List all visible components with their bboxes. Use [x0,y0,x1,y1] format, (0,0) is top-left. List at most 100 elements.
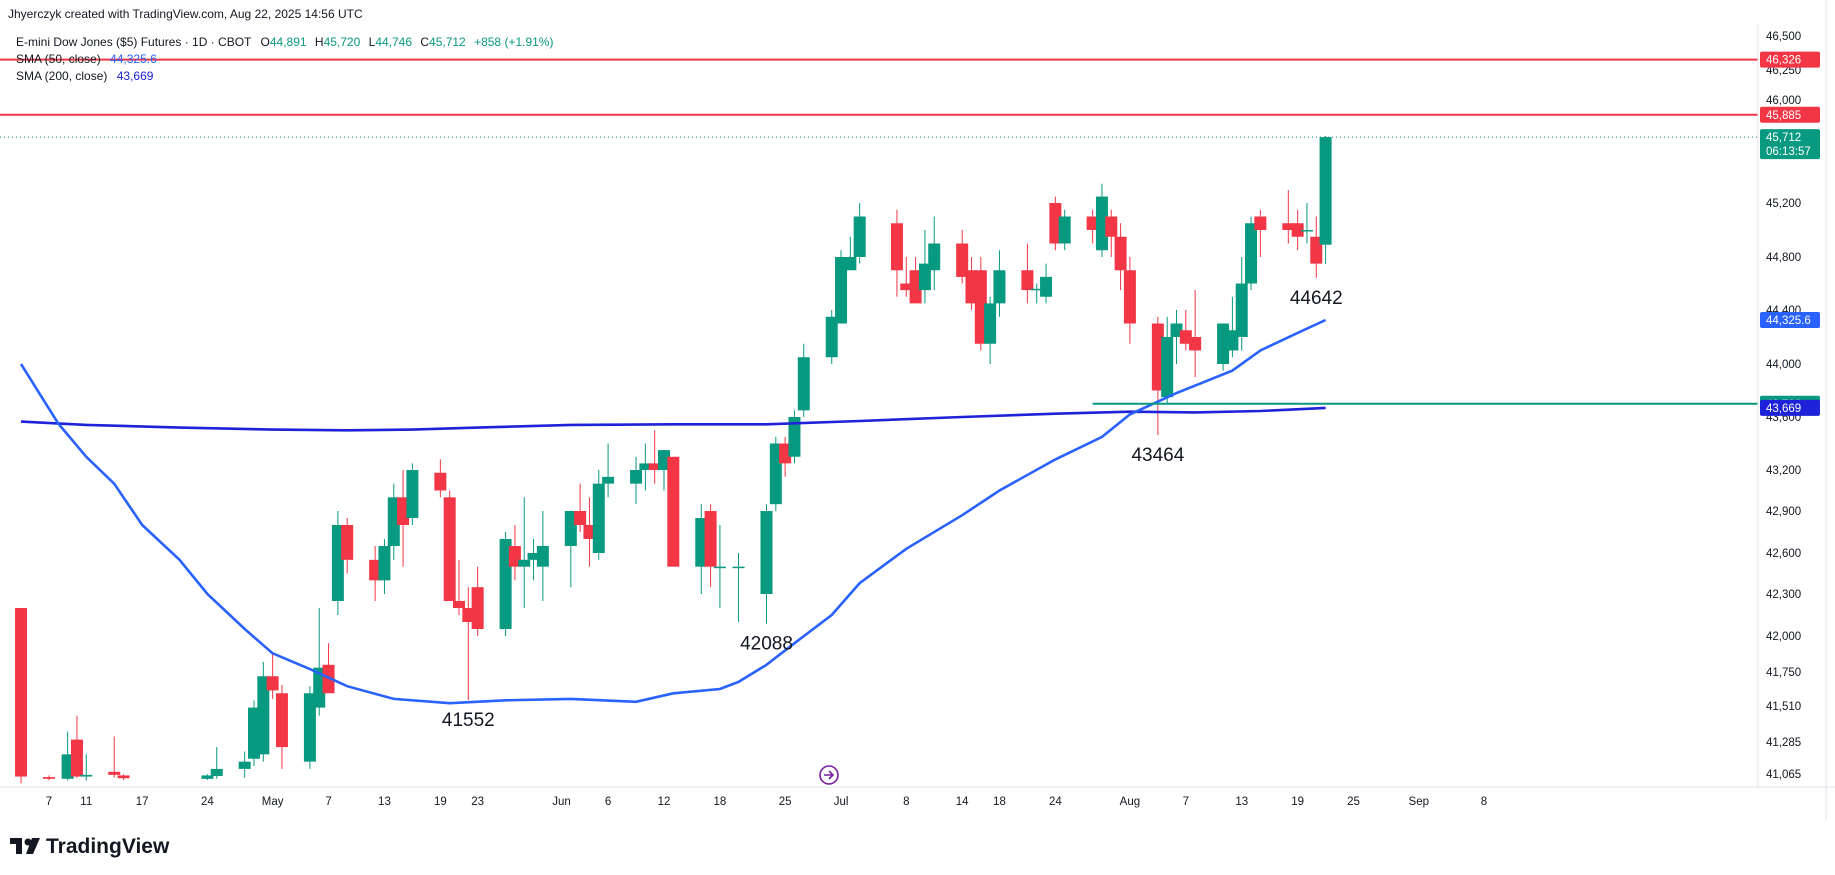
horizontal-levels [0,58,1758,405]
candle-body [266,676,279,691]
candle-body [602,476,615,484]
low-annotation: 43464 [1131,445,1184,466]
candle-body [592,483,605,553]
legend-sma50-value: 44,325.6 [110,52,157,66]
candle-body [1151,323,1164,391]
candle-body [788,417,801,457]
candle-body [443,497,456,601]
legend-sma200-value: 43,669 [117,69,154,83]
candle-body [574,511,587,525]
y-tick-label: 41,510 [1766,701,1801,713]
candlestick-series [15,136,1332,784]
tradingview-logo-icon [10,838,40,854]
candle-body [508,546,521,567]
sma50-line [19,318,1327,705]
x-tick-label: 8 [1481,796,1487,808]
legend-open-label: O [261,35,270,49]
sma200-tag-label: 43,669 [1766,403,1801,415]
candle-body [928,243,941,271]
candle-body [1030,288,1043,291]
candle-body [583,525,596,539]
x-tick-label: 18 [714,796,727,808]
replay-icon[interactable] [819,765,839,785]
x-tick-label: 19 [434,796,447,808]
y-tick-label: 41,750 [1766,667,1801,679]
candle-body [1189,337,1202,351]
x-tick-label: Jul [834,796,849,808]
x-tick-label: 14 [956,796,969,808]
plot-area[interactable]: 41552 42088 43464 44642 [0,58,1758,784]
candle-body [331,525,344,601]
candle-body [108,771,121,775]
candle-body [1105,216,1118,237]
last-price-tag-countdown: 06:13:57 [1766,146,1811,158]
candle-body [648,463,661,470]
candle-body [453,601,465,608]
candle-body [630,470,643,484]
candle-body [1217,323,1230,364]
candle-body [1021,270,1034,291]
candle-body [1058,216,1071,244]
x-tick-label: 13 [378,796,391,808]
candle-body [658,450,670,470]
price-annotations: 41552 42088 43464 44642 [442,288,1343,731]
legend-symbol-line: E-mini Dow Jones ($5) Futures · 1D · CBO… [16,35,553,49]
candle-body [369,559,382,581]
y-tick-label: 45,200 [1766,198,1801,210]
legend-sma50-line: SMA (50, close) 44,325.6 [16,52,157,66]
x-tick-label: Aug [1120,796,1140,808]
candle-body [462,608,475,622]
candle-body [518,559,531,567]
legend-high: 45,720 [324,35,361,49]
candle-body [1179,330,1192,344]
price-axis-tags: 46,32645,88543,70045,71206:13:5744,325.6… [1760,51,1820,416]
candle-body [471,587,484,629]
legend-low: 44,746 [375,35,412,49]
candle-body [1170,323,1183,337]
candle-body [993,270,1006,304]
candle-body [956,243,969,277]
sma200-line [20,406,1326,432]
candle-body [844,257,857,271]
candle-body [275,693,288,748]
candle-body [779,443,792,464]
candle-body [974,270,987,344]
y-tick-label: 42,300 [1766,589,1801,601]
low-annotation: 44642 [1290,288,1343,309]
candle-body [909,270,922,304]
candle-body [1040,276,1053,297]
candle-body [984,303,997,344]
x-tick-label: Sep [1409,796,1429,808]
x-tick-label: 19 [1291,796,1304,808]
x-tick-label: 24 [201,796,214,808]
candle-body [1319,137,1332,245]
candle-body [797,357,810,411]
chart-legend: E-mini Dow Jones ($5) Futures · 1D · CBO… [16,35,553,83]
x-tick-label: 7 [46,796,52,808]
candle-body [43,777,55,779]
brand-name: TradingView [46,835,170,858]
candle-body [1254,216,1267,230]
x-tick-label: 8 [903,796,909,808]
level-tag-resistance-bg [1760,106,1820,123]
low-annotation: 41552 [442,710,495,731]
y-tick-label: 41,065 [1766,769,1801,781]
y-tick-label: 42,900 [1766,506,1801,518]
last-price-tag-label: 45,712 [1766,132,1801,144]
candle-body [1226,330,1239,351]
candle-body [61,754,74,779]
candle-body [303,693,316,762]
candle-body [900,283,913,291]
candle-body [732,566,745,569]
candle-body [704,511,717,567]
candle-body [1049,203,1062,244]
candle-body [1245,223,1258,284]
candle-body [434,472,447,491]
candle-body [499,539,512,629]
candle-body [1310,236,1323,264]
candle-body [341,525,354,560]
low-annotation: 42088 [740,634,793,655]
candle-body [80,774,93,777]
x-tick-label: 18 [993,796,1006,808]
